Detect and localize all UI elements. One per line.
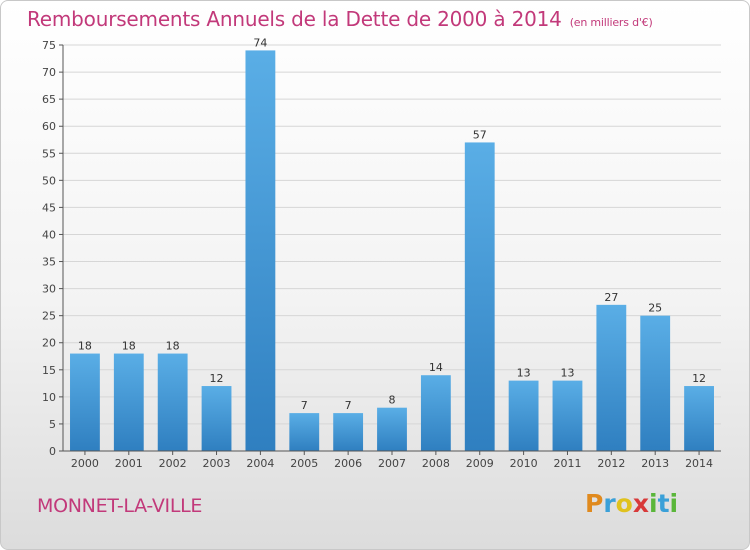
title-text: Remboursements Annuels de la Dette de 20… xyxy=(27,7,562,31)
bar-2007 xyxy=(377,407,407,451)
data-label-2005: 7 xyxy=(301,399,308,412)
x-tick-label: 2011 xyxy=(553,457,581,470)
y-tick-label: 70 xyxy=(42,66,56,79)
chart-title: Remboursements Annuels de la Dette de 20… xyxy=(27,7,653,31)
y-tick-label: 30 xyxy=(42,283,56,296)
data-label-2006: 7 xyxy=(345,399,352,412)
x-tick-label: 2012 xyxy=(597,457,625,470)
data-label-2003: 12 xyxy=(210,372,224,385)
y-tick-label: 5 xyxy=(49,418,56,431)
bar-2013 xyxy=(640,315,671,451)
y-tick-label: 25 xyxy=(42,310,56,323)
bar-2011 xyxy=(552,380,583,451)
x-tick-label: 2014 xyxy=(685,457,713,470)
y-tick-label: 10 xyxy=(42,391,56,404)
x-tick-label: 2013 xyxy=(641,457,669,470)
logo-letter: x xyxy=(632,489,649,518)
bar-2006 xyxy=(333,413,364,451)
data-label-2009: 57 xyxy=(473,128,487,141)
logo-letter: i xyxy=(649,489,658,518)
x-tick-label: 2005 xyxy=(290,457,318,470)
bar-2009 xyxy=(464,142,495,451)
y-tick-label: 0 xyxy=(49,445,56,458)
x-tick-label: 2007 xyxy=(378,457,406,470)
data-label-2004: 74 xyxy=(253,36,267,49)
proxiti-logo: Proxiti xyxy=(585,489,678,518)
data-label-2001: 18 xyxy=(122,340,136,353)
y-tick-label: 75 xyxy=(42,39,56,52)
logo-letter: r xyxy=(603,489,616,518)
bars: 18 18 18 12 74 7 7 8 14 57 13 13 27 25 12 xyxy=(70,36,714,452)
logo-letter: P xyxy=(585,489,604,518)
x-tick-label: 2006 xyxy=(334,457,362,470)
bar-2000 xyxy=(70,353,100,451)
data-label-2011: 13 xyxy=(560,367,574,380)
data-label-2008: 14 xyxy=(429,361,443,374)
y-tick-label: 40 xyxy=(42,228,56,241)
data-label-2014: 12 xyxy=(692,372,706,385)
x-tick-label: 2003 xyxy=(203,457,231,470)
data-label-2012: 27 xyxy=(604,291,618,304)
bar-2010 xyxy=(508,380,539,451)
x-tick-label: 2002 xyxy=(159,457,187,470)
data-label-2002: 18 xyxy=(166,340,180,353)
x-tick-label: 2010 xyxy=(510,457,538,470)
y-tick-label: 55 xyxy=(42,147,56,160)
bar-2004 xyxy=(245,50,276,452)
data-label-2007: 8 xyxy=(389,394,396,407)
x-tick-label: 2001 xyxy=(115,457,143,470)
x-tick-label: 2000 xyxy=(71,457,99,470)
x-tick-label: 2009 xyxy=(466,457,494,470)
bar-2003 xyxy=(201,386,232,451)
bar-2012 xyxy=(596,304,627,451)
y-tick-label: 20 xyxy=(42,337,56,350)
logo-letter: o xyxy=(615,489,633,518)
bar-2005 xyxy=(289,413,320,451)
chart-subtitle: (en milliers d'€) xyxy=(569,16,653,29)
axes: 0 5 10 15 20 25 30 35 40 45 50 55 60 65 70 75 2000 2001 20… xyxy=(42,39,721,470)
logo-letter: t xyxy=(657,489,670,518)
bar-2014 xyxy=(684,386,714,451)
y-tick-label: 35 xyxy=(42,256,56,269)
place-name: MONNET-LA-VILLE xyxy=(37,495,203,517)
x-tick-label: 2008 xyxy=(422,457,450,470)
y-tick-label: 15 xyxy=(42,364,56,377)
data-label-2013: 25 xyxy=(648,302,662,315)
data-label-2000: 18 xyxy=(78,340,92,353)
y-tick-label: 45 xyxy=(42,201,56,214)
bar-2008 xyxy=(420,375,451,451)
logo-letter: i xyxy=(669,489,679,518)
data-label-2010: 13 xyxy=(517,367,531,380)
bar-2001 xyxy=(113,353,144,451)
bar-2002 xyxy=(157,353,188,451)
y-tick-label: 65 xyxy=(42,93,56,106)
y-tick-label: 50 xyxy=(42,174,56,187)
y-tick-label: 60 xyxy=(42,120,56,133)
x-tick-label: 2004 xyxy=(246,457,274,470)
